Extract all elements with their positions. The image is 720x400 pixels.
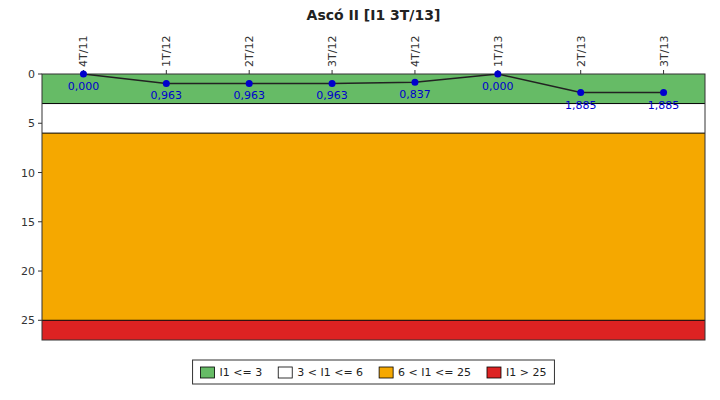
data-label: 1,885 [565,99,597,112]
legend-swatch [278,367,292,378]
y-tick-label: 25 [21,314,35,327]
x-tick [332,70,333,74]
x-tick-label: 4T/12 [409,36,422,67]
data-label: 1,885 [648,99,680,112]
y-tick-label: 15 [21,216,35,229]
y-tick [38,221,42,222]
plot-frame [42,74,705,340]
point [329,80,336,87]
y-tick [38,172,42,173]
band-boundary [42,103,705,104]
data-label: 0,837 [399,88,431,101]
y-tick [38,123,42,124]
legend-frame [193,360,555,384]
x-tick [580,70,581,74]
x-tick-label: 1T/13 [492,36,505,67]
legend: I1 <= 3 3 < I1 <= 6 6 < I1 <= 25 I1 > 25 [193,360,555,384]
legend-swatch [201,367,215,378]
legend-label: I1 <= 3 [220,366,263,379]
x-tick [663,70,664,74]
x-tick-label: 3T/12 [326,36,339,67]
band-boundary [42,133,705,134]
point [80,71,87,78]
legend-item: I1 > 25 [487,366,546,379]
y-tick-label: 20 [21,265,35,278]
data-label: 0,963 [316,89,348,102]
data-label: 0,963 [151,89,183,102]
point [411,79,418,86]
legend-item: 3 < I1 <= 6 [278,366,363,379]
legend-label: 3 < I1 <= 6 [297,366,363,379]
x-tick-label: 2T/12 [243,36,256,67]
data-label: 0,000 [482,80,514,93]
point [660,89,667,96]
point [577,89,584,96]
point [163,80,170,87]
data-label: 0,963 [233,89,265,102]
point [494,71,501,78]
y-tick-label: 0 [28,68,35,81]
legend-swatch [379,367,393,378]
band [42,320,705,340]
data-label: 0,000 [68,80,100,93]
x-tick-label: 3T/13 [658,36,671,67]
band [42,133,705,320]
x-tick-label: 4T/11 [77,36,90,67]
legend-item: I1 <= 3 [201,366,263,379]
y-tick [38,271,42,272]
chart: Ascó II [I1 3T/13] 0 5 10 15 20 25 4T/11 1T/12 2T… [0,0,720,400]
bands [42,74,705,340]
x-tick-label: 2T/13 [575,36,588,67]
y-tick-label: 5 [28,117,35,130]
legend-label: I1 > 25 [506,366,546,379]
band-boundary [42,320,705,321]
x-tick [249,70,250,74]
legend-swatch [487,367,501,378]
x-tick-label: 1T/12 [160,36,173,67]
y-tick-label: 10 [21,167,35,180]
legend-label: 6 < I1 <= 25 [398,366,471,379]
y-tick [38,320,42,321]
legend-item: 6 < I1 <= 25 [379,366,471,379]
title: Ascó II [I1 3T/13] [307,7,441,23]
y-tick [38,74,42,75]
band [42,104,705,134]
x-tick [414,70,415,74]
point [246,80,253,87]
band [42,74,705,104]
x-tick [166,70,167,74]
